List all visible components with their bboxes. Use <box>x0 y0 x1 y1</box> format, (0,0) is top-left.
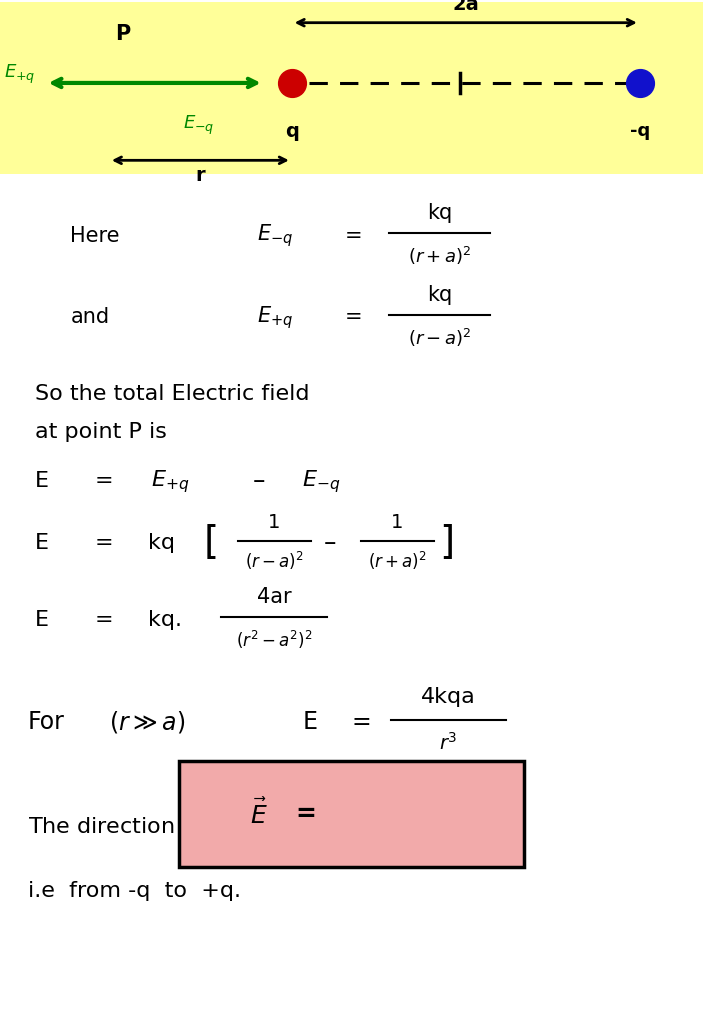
Text: $2k\vec{P}$: $2k\vec{P}$ <box>382 773 427 804</box>
Text: $E_{-q}$: $E_{-q}$ <box>302 468 341 495</box>
Text: =: = <box>95 471 113 492</box>
Text: $(r+a)^2$: $(r+a)^2$ <box>408 245 471 267</box>
Text: =: = <box>95 532 113 553</box>
Text: $(r-a)^2$: $(r-a)^2$ <box>245 550 304 572</box>
Text: 1: 1 <box>391 513 404 531</box>
Text: $E_{+q}$: $E_{+q}$ <box>151 468 190 495</box>
Text: at point P is: at point P is <box>35 422 167 442</box>
Text: E: E <box>302 710 317 734</box>
Text: 4kqa: 4kqa <box>421 687 476 708</box>
Bar <box>0 2 703 174</box>
Text: $E_{+q}$: $E_{+q}$ <box>257 304 292 331</box>
Text: $(r+a)^2$: $(r+a)^2$ <box>368 550 427 572</box>
Bar <box>179 761 524 867</box>
Text: kq: kq <box>427 203 452 223</box>
Text: =: = <box>352 710 371 734</box>
Text: q: q <box>285 122 299 141</box>
Text: and: and <box>70 307 110 328</box>
Text: The direction of $\vec{E}$ is along $\vec{P}$: The direction of $\vec{E}$ is along $\ve… <box>28 809 340 840</box>
Text: For: For <box>28 710 65 734</box>
Text: –: – <box>253 469 266 494</box>
Text: So the total Electric field: So the total Electric field <box>35 384 309 404</box>
Text: [: [ <box>204 523 219 562</box>
Text: i.e  from -q  to  +q.: i.e from -q to +q. <box>28 881 241 901</box>
Text: E: E <box>35 532 49 553</box>
Text: $(r \gg a)$: $(r \gg a)$ <box>109 709 186 735</box>
Text: 1: 1 <box>268 513 280 531</box>
Text: $(r-a)^2$: $(r-a)^2$ <box>408 327 471 349</box>
Text: r: r <box>195 167 205 185</box>
Text: kq.: kq. <box>148 609 181 630</box>
Text: =: = <box>95 609 113 630</box>
Text: ]: ] <box>439 523 455 562</box>
Text: -q: -q <box>630 122 650 140</box>
Text: =: = <box>344 225 362 246</box>
Text: $r^3$: $r^3$ <box>394 824 414 849</box>
Text: $r^3$: $r^3$ <box>439 731 458 754</box>
Text: 2a: 2a <box>452 0 479 14</box>
Bar <box>0 174 703 1024</box>
Text: E: E <box>35 471 49 492</box>
Text: $E_{-q}$: $E_{-q}$ <box>183 114 214 137</box>
Text: $E_{-q}$: $E_{-q}$ <box>257 222 292 249</box>
Text: P: P <box>115 24 131 44</box>
Text: kq: kq <box>148 532 174 553</box>
Text: kq: kq <box>427 285 452 305</box>
Text: =: = <box>295 802 316 826</box>
Text: $(r^2-a^2)^2$: $(r^2-a^2)^2$ <box>236 629 312 651</box>
Text: $E_{+q}$: $E_{+q}$ <box>4 63 35 86</box>
Text: –: – <box>323 530 336 555</box>
Text: 4ar: 4ar <box>257 587 292 607</box>
Text: Here: Here <box>70 225 120 246</box>
Text: =: = <box>344 307 362 328</box>
Text: $\vec{E}$: $\vec{E}$ <box>250 799 267 829</box>
Text: E: E <box>35 609 49 630</box>
